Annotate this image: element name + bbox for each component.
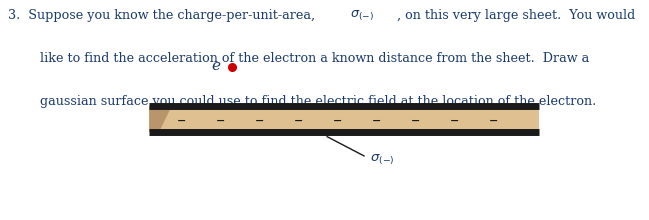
- Text: 3.  Suppose you know the charge-per-unit-area,: 3. Suppose you know the charge-per-unit-…: [8, 9, 319, 22]
- Text: −: −: [372, 114, 381, 125]
- Bar: [149, 106, 539, 132]
- Text: gaussian surface you could use to find the electric field at the location of the: gaussian surface you could use to find t…: [40, 95, 596, 108]
- Text: like to find the acceleration of the electron a known distance from the sheet.  : like to find the acceleration of the ele…: [40, 52, 589, 65]
- Text: −: −: [216, 114, 225, 125]
- Text: $\sigma_{(-)}$: $\sigma_{(-)}$: [370, 152, 395, 167]
- Text: −: −: [294, 114, 303, 125]
- Text: −: −: [177, 114, 186, 125]
- Polygon shape: [149, 106, 172, 132]
- Text: −: −: [255, 114, 264, 125]
- Text: −: −: [411, 114, 420, 125]
- Text: e: e: [212, 59, 221, 73]
- Text: −: −: [489, 114, 498, 125]
- Text: −: −: [333, 114, 342, 125]
- Text: $\mathit{\sigma}_{(-)}$: $\mathit{\sigma}_{(-)}$: [350, 9, 374, 23]
- Text: −: −: [450, 114, 459, 125]
- Text: , on this very large sheet.  You would: , on this very large sheet. You would: [397, 9, 635, 22]
